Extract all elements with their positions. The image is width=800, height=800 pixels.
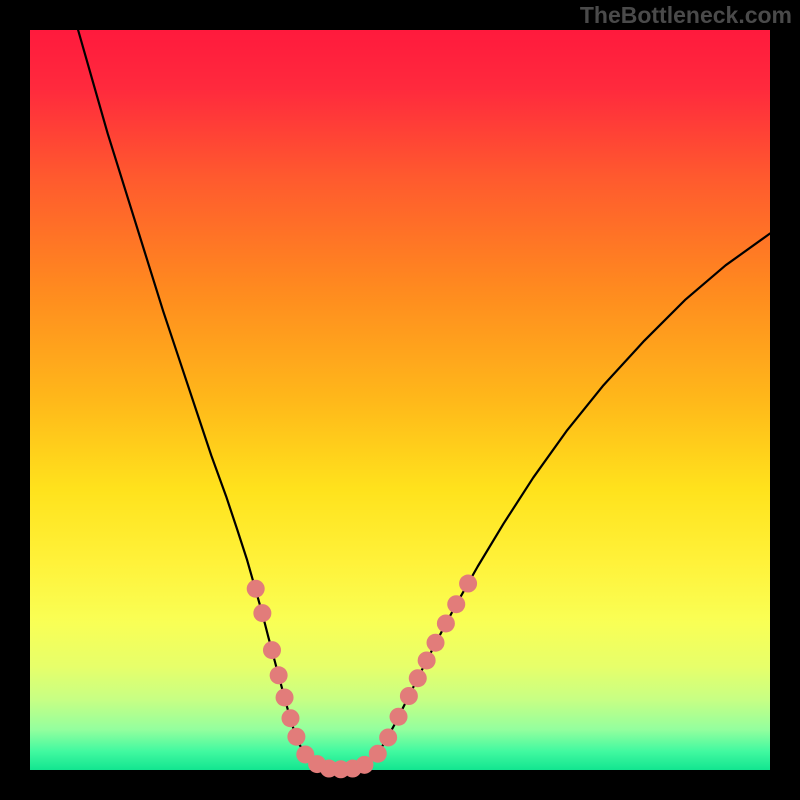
bottleneck-chart: TheBottleneck.com bbox=[0, 0, 800, 800]
chart-svg bbox=[0, 0, 800, 800]
watermark-text: TheBottleneck.com bbox=[580, 2, 792, 29]
